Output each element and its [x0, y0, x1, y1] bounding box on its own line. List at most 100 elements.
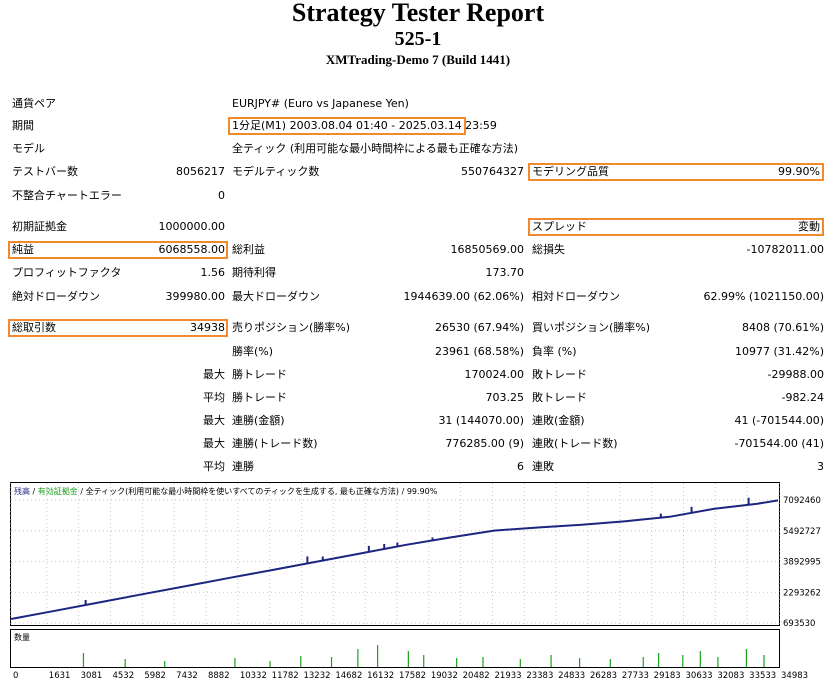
avg-loss-label: 敗トレード [532, 391, 587, 404]
bars-value: 8056217 [176, 165, 225, 178]
x-tick-label-23: 33533 [749, 671, 776, 681]
deposit-value: 1000000.00 [158, 220, 225, 233]
cons-wins-cnt-value: 776285.00 (9) [445, 437, 524, 450]
x-tick-label-18: 26283 [590, 671, 617, 681]
avg-cons-wins-value: 6 [517, 460, 524, 473]
mismatch-label: 不整合チャートエラー [12, 189, 122, 202]
x-tick-label-16: 23383 [526, 671, 553, 681]
avg-loss-value: -982.24 [781, 391, 824, 404]
loss-pct-value: 10977 (31.42%) [734, 345, 824, 358]
balance-spikes [84, 497, 750, 605]
long-positions-label: 買いポジション(勝率%) [532, 321, 651, 334]
chart-grid [10, 483, 780, 626]
spread-value: 変動 [798, 220, 820, 233]
legend-model: 全ティック(利用可能な最小時間枠を使いすべてのティックを生成する, 最も正確な方… [86, 486, 399, 496]
ticks-label: モデルティック数 [232, 165, 320, 178]
win-pct-label: 勝率(%) [232, 345, 274, 358]
long-positions-value: 8408 (70.61%) [741, 321, 824, 334]
x-tick-label-21: 30633 [686, 671, 713, 681]
x-tick-label-5: 7432 [176, 671, 198, 681]
legend-balance: 残高 [14, 486, 30, 496]
x-tick-label-7: 10332 [240, 671, 267, 681]
model-label: モデル [12, 142, 45, 155]
y-tick-label-1: 5492727 [783, 527, 821, 537]
quality-value: 99.90% [778, 165, 820, 178]
total-trades-highlight [8, 319, 228, 337]
x-tick-label-2: 3081 [81, 671, 103, 681]
gross-loss-value: -10782011.00 [746, 243, 824, 256]
x-tick-label-20: 29183 [654, 671, 681, 681]
spread-highlight [528, 218, 824, 236]
net-profit-label: 純益 [12, 243, 34, 256]
expected-payoff-value: 173.70 [485, 266, 525, 279]
x-tick-label-14: 20482 [463, 671, 490, 681]
net-profit-highlight [8, 241, 228, 259]
avg-cons-loss-value: 3 [817, 460, 824, 473]
gross-profit-label: 総利益 [232, 243, 265, 256]
gross-profit-value: 16850569.00 [450, 243, 524, 256]
legend-sep-2: / [78, 487, 86, 496]
x-tick-label-8: 11782 [272, 671, 299, 681]
report-title: Strategy Tester Report [291, 0, 545, 27]
x-tick-label-1: 1631 [49, 671, 71, 681]
rel-drawdown-value: 62.99% (1021150.00) [703, 290, 824, 303]
cons-loss-amt-label: 連敗(金額) [532, 414, 585, 427]
period-label: 期間 [12, 119, 34, 132]
legend-quality: 99.90% [407, 487, 438, 496]
x-axis-ticks: 0 1631 3081 4532 5982 7432 8882 10332 11782 13232… [13, 671, 808, 681]
max-label-3: 最大 [203, 437, 225, 450]
avg-win-value: 703.25 [485, 391, 525, 404]
x-tick-label-13: 19032 [431, 671, 458, 681]
rel-drawdown-label: 相対ドローダウン [532, 290, 620, 303]
x-tick-label-3: 4532 [112, 671, 134, 681]
y-tick-label-0: 7092460 [783, 496, 821, 506]
x-tick-label-22: 32083 [717, 671, 744, 681]
avg-cons-wins-label: 連勝 [232, 460, 254, 473]
abs-drawdown-value: 399980.00 [165, 290, 226, 303]
largest-loss-label: 敗トレード [532, 368, 587, 381]
cons-wins-amt-label: 連勝(金額) [232, 414, 285, 427]
x-tick-label-12: 17582 [399, 671, 426, 681]
max-label-2: 最大 [203, 414, 225, 427]
y-tick-label-2: 3892995 [783, 558, 821, 568]
avg-label-2: 平均 [203, 460, 225, 473]
volume-plot-frame [10, 629, 780, 668]
cons-loss-cnt-value: -701544.00 (41) [734, 437, 824, 450]
cons-loss-amt-value: 41 (-701544.00) [734, 414, 824, 427]
max-drawdown-label: 最大ドローダウン [232, 290, 320, 303]
period-value: 1分足(M1) 2003.08.04 01:40 - 2025.03.14 23… [232, 119, 497, 132]
profit-factor-label: プロフィットファクタ [12, 266, 122, 279]
total-trades-value: 34938 [190, 321, 225, 334]
gross-loss-label: 総損失 [532, 243, 565, 256]
y-tick-label-3: 2293262 [783, 588, 821, 598]
quality-label: モデリング品質 [532, 165, 609, 178]
symbol-label: 通貨ペア [12, 97, 56, 110]
largest-win-value: 170024.00 [464, 368, 525, 381]
cons-loss-cnt-label: 連敗(トレード数) [532, 437, 618, 450]
balance-chart: 残高 / 有効証拠金 / 全ティック(利用可能な最小時間枠を使いすべてのティック… [10, 482, 821, 681]
spread-label: スプレッド [532, 220, 587, 233]
x-tick-label-11: 16132 [367, 671, 394, 681]
main-plot-frame [10, 482, 780, 626]
volume-label: 数量 [14, 632, 30, 642]
model-value: 全ティック (利用可能な最小時間枠による最も正確な方法) [232, 142, 519, 155]
cons-wins-cnt-label: 連勝(トレード数) [232, 437, 318, 450]
y-axis-ticks: 7092460 5492727 3892995 2293262 693530 [783, 496, 821, 629]
avg-win-label: 勝トレード [232, 391, 287, 404]
total-trades-label: 総取引数 [12, 321, 56, 334]
ticks-value: 550764327 [461, 165, 524, 178]
net-profit-value: 6068558.00 [158, 243, 225, 256]
bars-label: テストバー数 [12, 165, 78, 178]
report-subtitle: 525-1 [394, 28, 442, 50]
cons-wins-amt-value: 31 (144070.00) [438, 414, 524, 427]
balance-line [10, 499, 779, 620]
largest-loss-value: -29988.00 [767, 368, 824, 381]
symbol-value: EURJPY# (Euro vs Japanese Yen) [232, 97, 409, 110]
period-highlight [228, 117, 466, 135]
y-tick-label-4: 693530 [783, 619, 815, 629]
max-drawdown-value: 1944639.00 (62.06%) [403, 290, 524, 303]
x-tick-label-10: 14682 [335, 671, 362, 681]
quality-highlight [528, 163, 824, 181]
max-label-1: 最大 [203, 368, 225, 381]
avg-cons-loss-label: 連敗 [532, 460, 554, 473]
